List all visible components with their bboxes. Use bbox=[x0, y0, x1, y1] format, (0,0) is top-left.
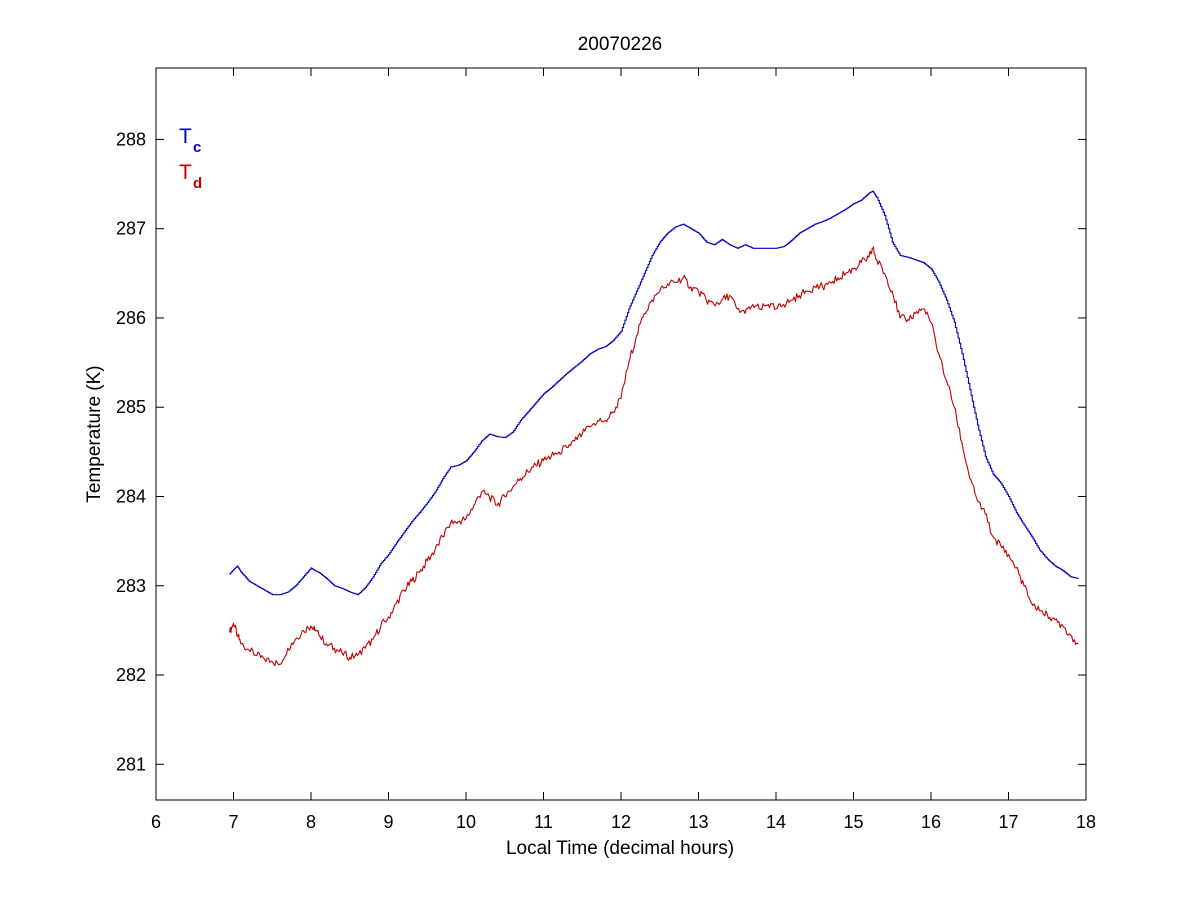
x-tick-label-2: 8 bbox=[306, 812, 316, 832]
x-tick-label-12: 18 bbox=[1076, 812, 1096, 832]
y-tick-label-4: 285 bbox=[116, 397, 146, 417]
y-tick-label-6: 287 bbox=[116, 219, 146, 239]
x-tick-label-4: 10 bbox=[456, 812, 476, 832]
x-tick-label-9: 15 bbox=[843, 812, 863, 832]
ticks-layer: 6 7 8 9 10 11 12 13 14 15 16 17 18 281 282 283 284 285 286… bbox=[116, 68, 1096, 832]
y-tick-label-0: 281 bbox=[116, 754, 146, 774]
legend-subscript-tc: c bbox=[193, 139, 201, 156]
legend-label-tc: T bbox=[179, 125, 192, 148]
x-axis-label: Local Time (decimal hours) bbox=[506, 838, 734, 859]
x-tick-label-10: 16 bbox=[921, 812, 941, 832]
x-tick-label-5: 11 bbox=[534, 812, 553, 832]
y-axis-label: Temperature (K) bbox=[84, 365, 105, 502]
y-tick-label-5: 286 bbox=[116, 308, 146, 328]
x-tick-label-3: 9 bbox=[383, 812, 393, 832]
y-tick-label-1: 282 bbox=[116, 665, 146, 685]
y-tick-label-2: 283 bbox=[116, 576, 146, 596]
series-line-tc bbox=[229, 190, 1079, 596]
series-line-td bbox=[229, 246, 1079, 667]
x-tick-label-7: 13 bbox=[688, 812, 708, 832]
x-tick-label-8: 14 bbox=[766, 812, 786, 832]
x-tick-label-0: 6 bbox=[151, 812, 161, 832]
x-tick-label-6: 12 bbox=[611, 812, 631, 832]
x-tick-label-1: 7 bbox=[228, 812, 238, 832]
y-tick-label-7: 288 bbox=[116, 129, 146, 149]
series-layer bbox=[229, 190, 1079, 667]
chart-title: 20070226 bbox=[578, 34, 663, 55]
x-tick-label-11: 17 bbox=[998, 812, 1018, 832]
y-tick-label-3: 284 bbox=[116, 486, 146, 506]
legend-subscript-td: d bbox=[193, 175, 202, 192]
legend-label-td: T bbox=[179, 161, 192, 184]
